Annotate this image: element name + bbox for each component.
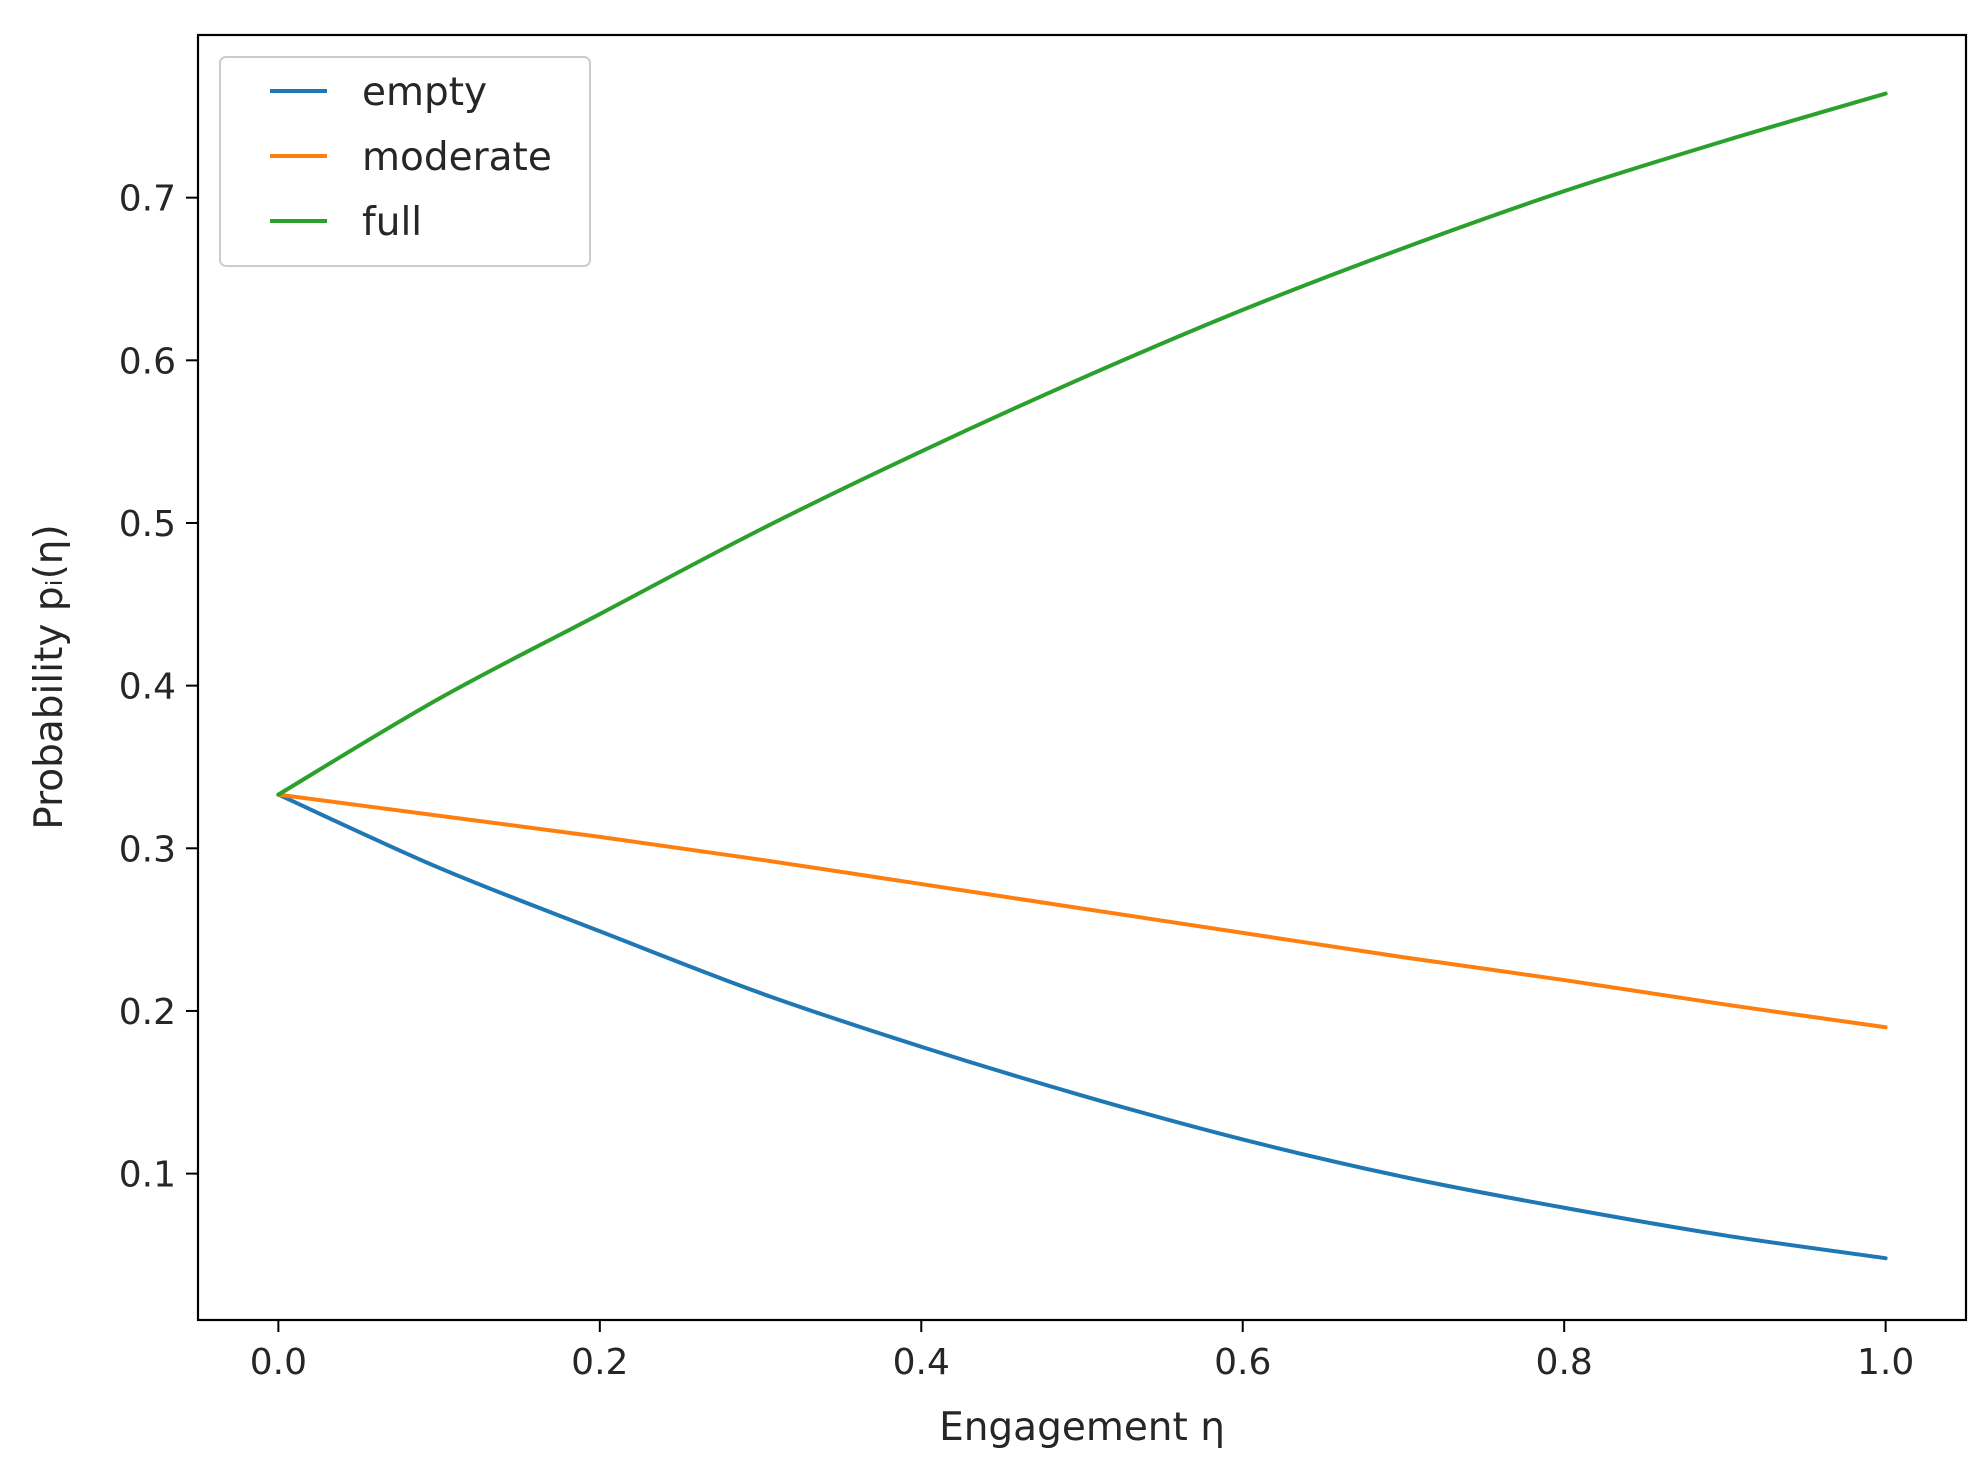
legend-label-moderate: moderate (362, 135, 552, 180)
series-layer (276, 91, 1888, 1261)
legend: empty moderate full (219, 56, 591, 267)
plot-frame (196, 33, 1968, 1322)
x-tick-label: 0.4 (893, 1342, 950, 1383)
series-line-moderate (276, 792, 1888, 1030)
y-tick-label: 0.3 (119, 829, 176, 870)
x-axis-label: Engagement η (939, 1405, 1225, 1450)
legend-box (219, 56, 591, 267)
ticks-layer: 0.0 0.2 0.4 0.6 0.8 1.0 0.1 0.2 0.3 0.4 0.5 0.6 0.7 (119, 179, 1915, 1383)
x-tick-label: 0.8 (1536, 1342, 1593, 1383)
x-tick-label: 0.2 (571, 1342, 628, 1383)
y-tick-label: 0.7 (119, 179, 176, 220)
legend-label-empty: empty (362, 70, 487, 115)
y-tick-label: 0.2 (119, 992, 176, 1033)
x-tick-label: 0.0 (250, 1342, 307, 1383)
x-tick-label: 0.6 (1214, 1342, 1271, 1383)
legend-label-full: full (362, 200, 422, 245)
x-tick-label: 1.0 (1857, 1342, 1914, 1383)
y-axis-label: Probability pᵢ(η) (27, 524, 72, 829)
y-tick-label: 0.6 (119, 341, 176, 382)
series-line-full (276, 91, 1888, 797)
y-tick-label: 0.1 (119, 1155, 176, 1196)
series-line-empty (276, 792, 1888, 1261)
y-tick-label: 0.4 (119, 667, 176, 708)
y-tick-label: 0.5 (119, 504, 176, 545)
